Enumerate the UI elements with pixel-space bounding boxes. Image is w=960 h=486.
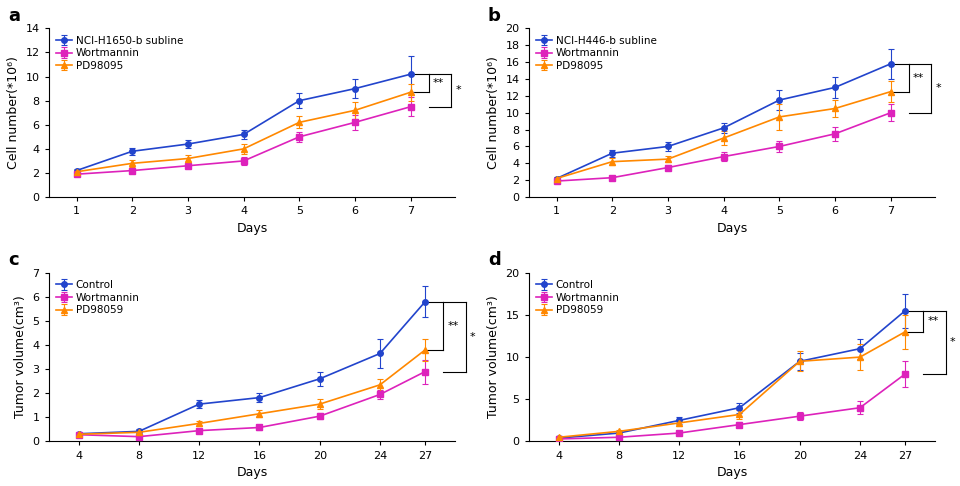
- X-axis label: Days: Days: [236, 222, 268, 235]
- Text: *: *: [935, 83, 941, 93]
- Text: **: **: [447, 321, 459, 331]
- Legend: NCI-H446-b subline, Wortmannin, PD98095: NCI-H446-b subline, Wortmannin, PD98095: [534, 34, 659, 73]
- Legend: Control, Wortmannin, PD98059: Control, Wortmannin, PD98059: [54, 278, 142, 317]
- Text: c: c: [8, 251, 18, 269]
- Text: *: *: [469, 331, 475, 342]
- Text: *: *: [949, 337, 955, 347]
- X-axis label: Days: Days: [716, 466, 748, 479]
- Legend: Control, Wortmannin, PD98059: Control, Wortmannin, PD98059: [534, 278, 622, 317]
- X-axis label: Days: Days: [716, 222, 748, 235]
- Text: b: b: [488, 7, 501, 25]
- Y-axis label: Tumor volume(cm³): Tumor volume(cm³): [487, 295, 500, 418]
- Y-axis label: Cell number(*10⁶): Cell number(*10⁶): [487, 56, 500, 169]
- Text: **: **: [927, 316, 939, 326]
- Text: d: d: [488, 251, 501, 269]
- Y-axis label: Tumor volume(cm³): Tumor volume(cm³): [14, 295, 27, 418]
- X-axis label: Days: Days: [236, 466, 268, 479]
- Text: **: **: [913, 73, 924, 83]
- Text: **: **: [433, 78, 444, 88]
- Text: a: a: [8, 7, 20, 25]
- Text: *: *: [455, 86, 461, 95]
- Y-axis label: Cell number(*10⁶): Cell number(*10⁶): [7, 56, 20, 169]
- Legend: NCI-H1650-b subline, Wortmannin, PD98095: NCI-H1650-b subline, Wortmannin, PD98095: [54, 34, 185, 73]
